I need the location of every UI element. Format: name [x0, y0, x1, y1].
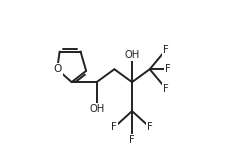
Text: F: F [163, 84, 169, 94]
Text: F: F [111, 122, 117, 132]
Text: F: F [129, 135, 135, 145]
Text: O: O [53, 64, 61, 74]
Text: F: F [147, 122, 153, 132]
Text: F: F [163, 45, 169, 55]
Text: OH: OH [124, 50, 140, 60]
Text: OH: OH [89, 104, 104, 114]
Text: F: F [165, 64, 171, 74]
